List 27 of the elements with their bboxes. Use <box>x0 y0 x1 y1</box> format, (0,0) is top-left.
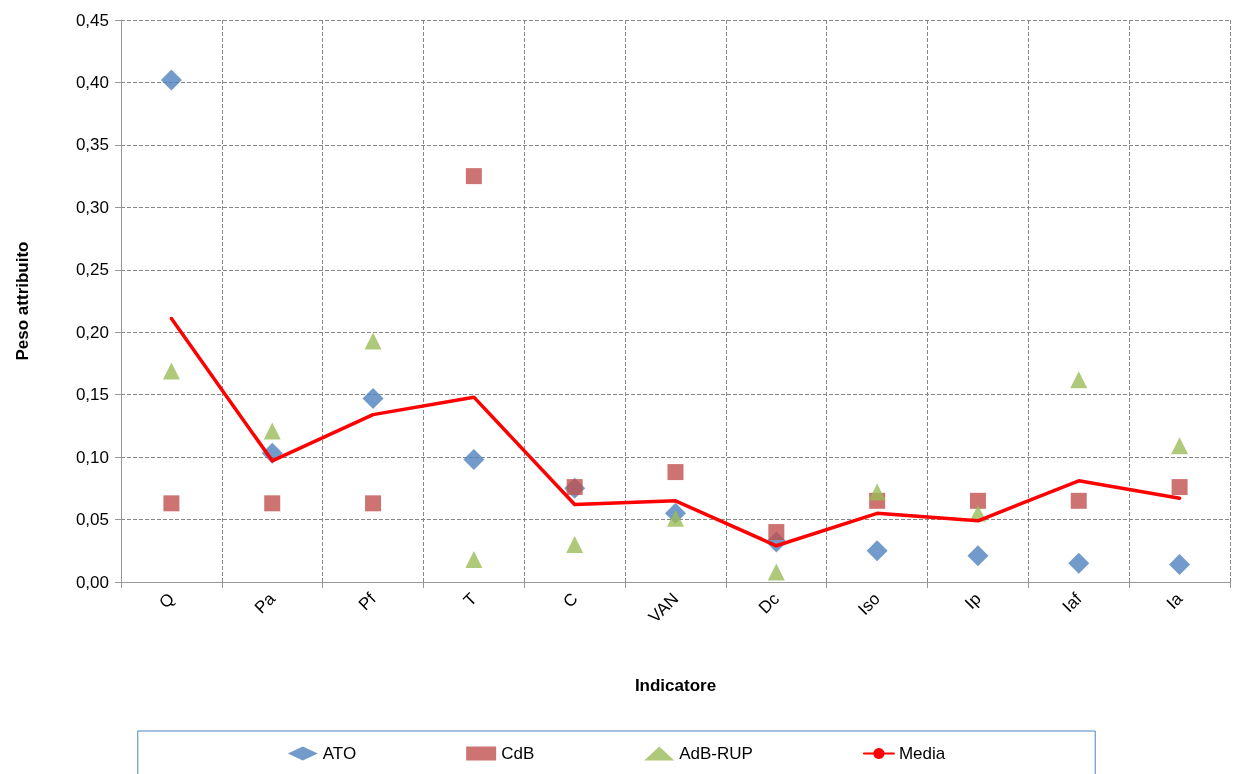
x-tick-label: C <box>559 589 582 612</box>
x-tick-label: Iaf <box>1058 589 1086 617</box>
y-tick-label: 0,35 <box>75 135 109 155</box>
y-tick-label: 0,30 <box>75 197 109 217</box>
y-tick-label: 0,00 <box>75 572 109 592</box>
x-tick-label: Ip <box>961 589 985 613</box>
legend-label: AdB-RUP <box>679 744 753 763</box>
legend-label: Media <box>898 744 946 763</box>
y-tick-label: 0,20 <box>75 322 109 342</box>
x-tick-label: T <box>459 589 481 611</box>
y-tick-label: 0,45 <box>75 10 109 30</box>
x-tick-label: VAN <box>644 589 683 627</box>
y-axis-title: Peso attribuito <box>13 241 32 361</box>
y-tick-label: 0,10 <box>75 447 109 467</box>
x-tick-label: Ia <box>1162 588 1187 613</box>
x-tick-label: Iso <box>854 589 884 619</box>
x-axis-title: Indicatore <box>634 676 717 695</box>
x-tick-label: Q <box>155 589 179 613</box>
y-tick-label: 0,05 <box>75 510 109 530</box>
y-tick-label: 0,15 <box>75 385 109 405</box>
x-tick-label: Dc <box>754 588 784 618</box>
x-tick-label: Pa <box>250 588 280 618</box>
legend-label: CdB <box>501 744 535 763</box>
x-tick-label: Pf <box>354 589 380 615</box>
y-tick-label: 0,25 <box>75 260 109 280</box>
y-tick-label: 0,40 <box>75 72 109 92</box>
legend-label: ATO <box>322 744 357 763</box>
